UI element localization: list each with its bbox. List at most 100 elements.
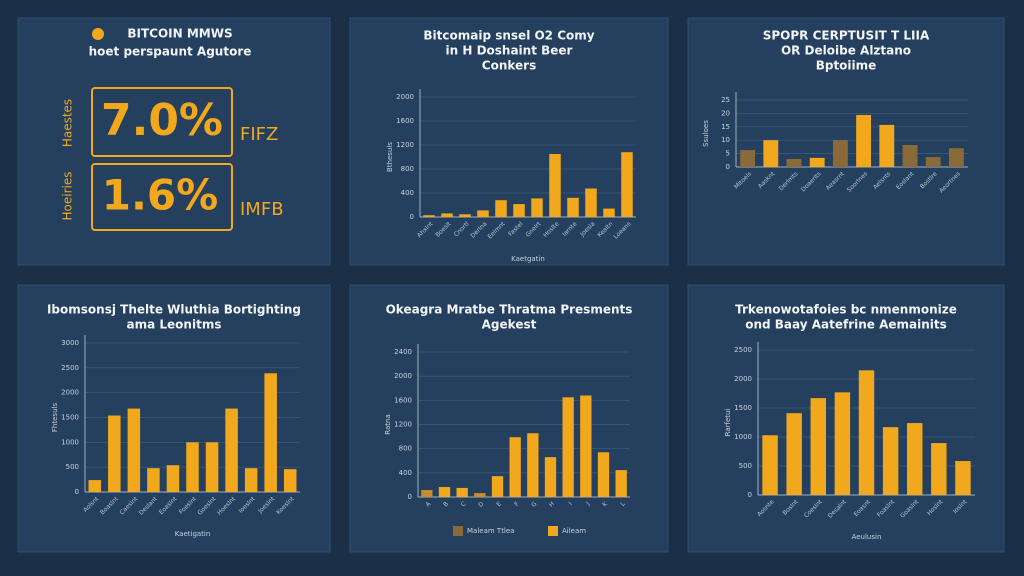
bar [585,188,597,217]
y-tick-label: 0 [75,488,79,496]
bar [456,487,468,497]
bar [438,487,451,497]
y-tick-label: 400 [401,189,414,197]
kpi-tag: FIFZ [240,124,278,145]
bar [147,468,160,492]
kpi-tag: IMFB [240,199,284,220]
chart-title: ama Leonitms [127,318,222,332]
x-tick-label: K [601,500,609,508]
x-tick-label: C [460,501,468,509]
y-tick-label: 500 [66,463,79,471]
y-tick-label: 2400 [394,348,412,356]
bar [786,413,802,495]
y-tick-label: 2500 [734,346,752,354]
bar [513,204,525,217]
y-axis-label: Fhtesuls [51,403,59,433]
y-tick-label: 400 [399,469,412,477]
y-tick-label: 1000 [61,438,79,446]
bar [907,423,923,495]
legend-label: Maleam Ttlea [467,527,514,535]
bar [527,433,539,497]
kpi-box [91,87,233,157]
y-tick-label: 20 [721,109,730,117]
x-tick-label: L [619,500,627,508]
y-tick-label: 800 [399,445,412,453]
kpi-side: Haestes [61,99,75,147]
bar [531,198,543,217]
y-tick-label: 0 [410,213,414,221]
kpi-box [91,163,233,231]
bar [856,115,872,167]
chart-title: Ibomsonsj Thelte Wluthia Bortighting [47,303,301,317]
panel [349,284,669,553]
bar [786,158,802,167]
x-axis-label: Aeulusin [852,533,882,541]
chart-title: Trkenowotafoies bc nmenmonize [735,303,957,317]
bar [186,442,199,492]
chart-title: SPOPR CERPTUSIT T LIIA [763,29,930,43]
y-tick-label: 1200 [394,421,412,429]
y-tick-label: 1500 [734,404,752,412]
y-tick-label: 0 [748,491,752,499]
y-tick-label: 25 [721,96,730,104]
bar [858,370,875,495]
x-tick-label: E [495,500,503,508]
y-tick-label: 2000 [734,375,752,383]
x-tick-label: B [442,501,450,509]
y-tick-label: 10 [721,136,730,144]
x-axis-label: Kaetigatin [175,530,211,538]
bar [603,208,615,217]
bar [244,468,258,492]
bar [931,443,947,495]
x-tick-label: D [477,500,485,508]
x-tick-label: F [513,500,521,508]
y-tick-label: 2500 [61,364,79,372]
x-tick-label: J [584,500,591,507]
y-tick-label: 3000 [61,339,79,347]
bar [127,408,141,492]
chart-title: Bptoiime [816,59,877,73]
bar [459,214,471,217]
bar [477,210,489,217]
bar [902,145,918,167]
chart-title: Conkers [482,59,536,73]
kpi-subtitle: hoet perspaunt Agutore [89,45,252,59]
bar [88,480,102,492]
bar [615,470,627,497]
chart-title: Agekest [482,318,537,332]
y-axis-label: Ratna [384,414,392,434]
bar [763,140,779,167]
bar [597,452,610,497]
y-tick-label: 5 [726,150,730,158]
y-tick-label: 1600 [394,396,412,404]
y-tick-label: 1200 [396,141,414,149]
bar [264,373,277,492]
y-tick-label: 2000 [396,93,414,101]
bar [832,140,848,167]
y-tick-label: 800 [401,165,414,173]
kpi-side: Hoeiries [61,172,75,221]
bar [562,397,574,497]
chart-title: in H Doshaint Beer [446,44,573,58]
kpi-value: 7.0% [101,95,223,146]
bar [549,154,561,217]
bar [740,150,756,167]
chart-title: OR Deloibe Alztano [781,44,911,58]
y-axis-label: Bthesuls [386,142,394,172]
y-axis-label: Ssuloes [702,120,710,147]
panel [349,17,669,266]
y-tick-label: 1500 [61,414,79,422]
chart-title: ond Baay Aatefrine Aemainits [745,318,947,332]
y-tick-label: 15 [721,123,730,131]
bar [955,461,971,495]
y-tick-label: 0 [408,493,412,501]
legend-label: Aileam [562,527,586,535]
y-axis-label: Rarfetui [724,409,732,437]
chart-title: Bitcomaip snsel O2 Comy [423,29,594,43]
bar [509,437,521,497]
bar [810,398,826,495]
bar [108,415,121,492]
bar [495,200,507,217]
x-tick-label: A [424,500,432,508]
